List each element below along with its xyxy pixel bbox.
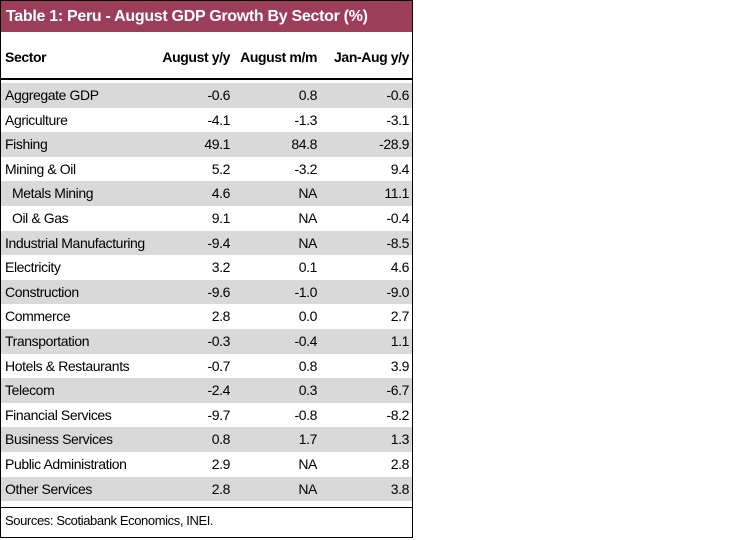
value-cell: 1.1 <box>390 333 410 349</box>
row-band <box>1 427 412 452</box>
value-cell: -0.6 <box>386 87 409 103</box>
column-header: Sector <box>5 49 47 65</box>
value-cell: -0.6 <box>207 87 230 103</box>
value-cell: NA <box>298 185 317 202</box>
sector-label: Other Services <box>5 480 92 497</box>
value-cell: -9.6 <box>207 283 230 300</box>
value-cell: 4.6 <box>211 185 231 202</box>
footer-rule <box>1 507 412 508</box>
value-cell: -4.1 <box>207 111 230 128</box>
sector-label: Transportation <box>5 333 90 349</box>
value-cell: NA <box>298 480 317 497</box>
sector-label: Business Services <box>5 431 113 448</box>
value-cell: 3.9 <box>390 357 410 374</box>
sector-label: Oil & Gas <box>5 210 69 226</box>
value-cell: NA <box>298 456 317 472</box>
value-cell: 84.8 <box>291 136 317 153</box>
value-cell: 5.2 <box>211 160 231 177</box>
value-cell: 0.8 <box>298 87 318 103</box>
sector-label: Public Administration <box>5 456 127 472</box>
value-cell: 0.8 <box>211 431 231 448</box>
value-cell: -6.7 <box>386 382 409 399</box>
row-band <box>1 329 412 354</box>
value-cell: 4.6 <box>390 259 410 276</box>
row-band <box>1 230 412 256</box>
row-band <box>1 132 412 157</box>
row-band <box>1 181 412 206</box>
value-cell: 11.1 <box>384 185 409 202</box>
sector-label: Construction <box>5 283 79 300</box>
value-cell: -9.4 <box>207 234 230 251</box>
value-cell: 0.0 <box>298 308 318 325</box>
value-cell: -28.9 <box>379 136 409 153</box>
column-header: Jan-Aug y/y <box>334 49 409 65</box>
row-band <box>1 83 412 108</box>
row-band <box>1 378 412 403</box>
sector-label: Mining & Oil <box>5 160 76 177</box>
sector-label: Electricity <box>5 259 61 276</box>
value-cell: 9.1 <box>211 210 231 226</box>
value-cell: 1.7 <box>298 431 318 448</box>
value-cell: -3.1 <box>386 111 409 128</box>
value-cell: 3.2 <box>211 259 231 276</box>
value-cell: 0.8 <box>298 357 318 374</box>
sector-label: Hotels & Restaurants <box>5 357 130 374</box>
value-cell: -0.4 <box>294 333 317 349</box>
value-cell: -2.4 <box>207 382 230 399</box>
value-cell: NA <box>298 234 317 251</box>
value-cell: 2.8 <box>211 480 231 497</box>
column-header: August y/y <box>162 49 230 65</box>
value-cell: 2.9 <box>211 456 231 472</box>
value-cell: 3.8 <box>390 480 410 497</box>
sector-label: Commerce <box>5 308 71 325</box>
sector-label: Telecom <box>5 382 55 399</box>
sector-label: Financial Services <box>5 406 112 423</box>
sector-label: Aggregate GDP <box>5 87 99 103</box>
value-cell: 9.4 <box>390 160 410 177</box>
row-band <box>1 476 412 502</box>
value-cell: -0.8 <box>294 406 317 423</box>
value-cell: -9.7 <box>207 406 230 423</box>
column-header: August m/m <box>240 49 317 65</box>
value-cell: -0.3 <box>207 333 230 349</box>
value-cell: 2.7 <box>390 308 410 325</box>
value-cell: -1.0 <box>294 283 317 300</box>
value-cell: 0.1 <box>298 259 318 276</box>
table-frame: Table 1: Peru - August GDP Growth By Sec… <box>0 0 413 538</box>
value-cell: -0.4 <box>386 210 409 226</box>
value-cell: -8.2 <box>386 406 409 423</box>
sector-label: Industrial Manufacturing <box>5 234 145 251</box>
value-cell: -0.7 <box>207 357 230 374</box>
row-band <box>1 279 412 305</box>
source-note: Sources: Scotiabank Economics, INEI. <box>5 513 214 528</box>
sector-label: Agriculture <box>5 111 68 128</box>
value-cell: -1.3 <box>294 111 317 128</box>
value-cell: 49.1 <box>204 136 230 153</box>
sector-label: Fishing <box>5 136 48 153</box>
table-title: Table 1: Peru - August GDP Growth By Sec… <box>1 1 412 32</box>
value-cell: 2.8 <box>211 308 231 325</box>
header-rule <box>1 78 412 80</box>
value-cell: -3.2 <box>294 160 317 177</box>
value-cell: -8.5 <box>386 234 409 251</box>
value-cell: 0.3 <box>298 382 318 399</box>
value-cell: NA <box>298 210 317 226</box>
value-cell: 2.8 <box>390 456 410 472</box>
value-cell: 1.3 <box>390 431 410 448</box>
sector-label: Metals Mining <box>5 185 94 202</box>
value-cell: -9.0 <box>386 283 409 300</box>
